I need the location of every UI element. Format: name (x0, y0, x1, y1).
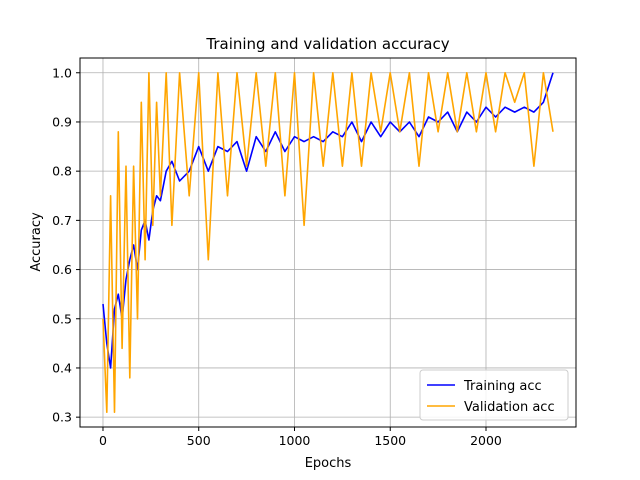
legend-box (419, 369, 569, 421)
y-tick-label: 0.3 (52, 410, 72, 425)
x-tick-label: 0 (99, 433, 107, 448)
y-tick-label: 0.6 (52, 262, 72, 277)
x-tick-label: 1000 (279, 433, 311, 448)
ticks: 0 500 1000 1500 2000 0.3 0.4 0.5 0.6 0.7 0.8 0.9 1.0 (52, 65, 502, 448)
x-tick-label: 500 (187, 433, 211, 448)
y-tick-label: 0.5 (52, 311, 72, 326)
x-tick-label: 2000 (470, 433, 502, 448)
legend-label-validation: Validation acc (464, 400, 555, 415)
y-tick-label: 0.7 (52, 213, 72, 228)
axes-frame (79, 57, 577, 428)
y-axis-title: Accuracy (29, 212, 44, 272)
y-tick-label: 1.0 (52, 65, 72, 80)
y-tick-label: 0.4 (52, 360, 72, 375)
legend-label-training: Training acc (463, 379, 542, 394)
y-tick-label: 0.8 (52, 164, 72, 179)
y-tick-label: 0.9 (52, 114, 72, 129)
chart-title: Training and validation accuracy (205, 35, 449, 53)
legend: Training acc Validation acc (419, 369, 569, 421)
series-line-validation-acc (102, 72, 554, 414)
series-lines (102, 72, 554, 414)
x-tick-label: 1500 (374, 433, 406, 448)
x-axis-title: Epochs (305, 456, 352, 471)
grid (80, 58, 576, 427)
